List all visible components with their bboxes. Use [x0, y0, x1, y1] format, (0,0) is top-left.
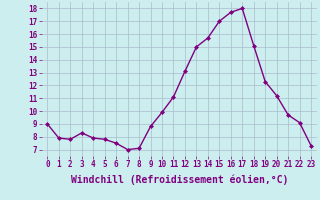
X-axis label: Windchill (Refroidissement éolien,°C): Windchill (Refroidissement éolien,°C) [70, 175, 288, 185]
